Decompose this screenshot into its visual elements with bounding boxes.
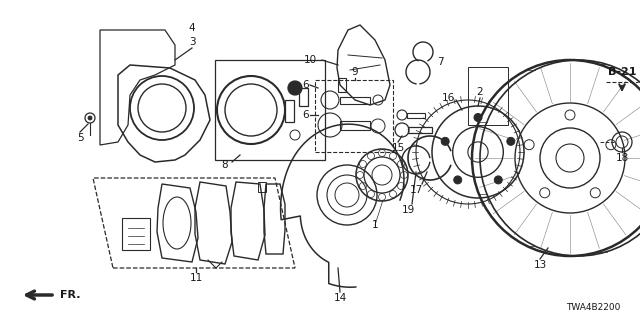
Bar	[340, 121, 370, 130]
Bar	[122, 218, 150, 250]
Circle shape	[474, 114, 482, 122]
Text: 7: 7	[436, 57, 444, 67]
Text: B-21: B-21	[608, 67, 636, 77]
Circle shape	[288, 81, 302, 95]
Text: 10: 10	[303, 55, 317, 65]
Bar	[315, 80, 393, 152]
Text: 13: 13	[533, 260, 547, 270]
Text: 5: 5	[77, 133, 83, 143]
Text: 16: 16	[442, 93, 454, 103]
Bar	[407, 113, 425, 118]
Text: 3: 3	[189, 37, 195, 47]
Text: 19: 19	[401, 205, 415, 215]
Text: 15: 15	[392, 143, 404, 153]
Text: 8: 8	[221, 160, 228, 170]
Text: 6: 6	[303, 80, 309, 90]
Text: TWA4B2200: TWA4B2200	[566, 303, 620, 312]
Text: 9: 9	[352, 67, 358, 77]
Text: 17: 17	[410, 185, 422, 195]
Circle shape	[88, 116, 92, 120]
Bar	[468, 67, 508, 125]
Bar	[338, 78, 346, 92]
Bar	[258, 182, 266, 192]
Bar	[408, 127, 432, 133]
Bar	[299, 88, 308, 106]
Bar	[215, 60, 325, 160]
Bar	[285, 100, 294, 122]
Text: 14: 14	[333, 293, 347, 303]
Text: 4: 4	[189, 23, 195, 33]
Text: 18: 18	[616, 153, 628, 163]
Text: 6: 6	[303, 110, 309, 120]
Text: 2: 2	[477, 87, 483, 97]
Circle shape	[454, 176, 461, 184]
Circle shape	[507, 137, 515, 145]
Bar	[340, 97, 370, 104]
Text: FR.: FR.	[60, 290, 81, 300]
Circle shape	[441, 137, 449, 145]
Text: 1: 1	[372, 220, 378, 230]
Circle shape	[494, 176, 502, 184]
Text: 11: 11	[189, 273, 203, 283]
